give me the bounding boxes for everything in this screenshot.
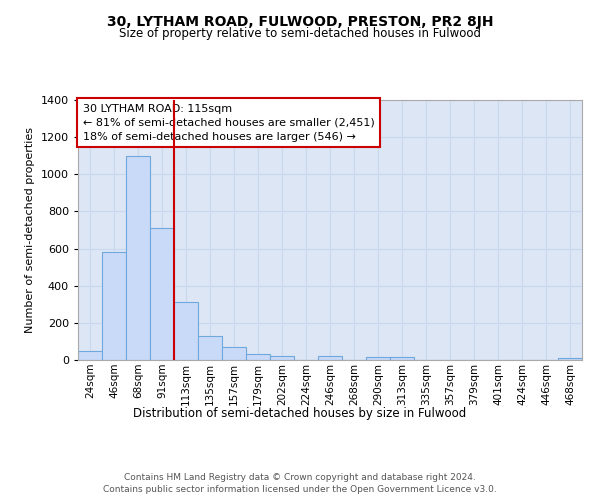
Text: Size of property relative to semi-detached houses in Fulwood: Size of property relative to semi-detach… [119, 28, 481, 40]
Text: Distribution of semi-detached houses by size in Fulwood: Distribution of semi-detached houses by … [133, 408, 467, 420]
Bar [78, 350, 102, 360]
Bar [318, 356, 342, 360]
Bar [222, 347, 246, 360]
Bar [246, 354, 270, 360]
Bar [198, 336, 222, 360]
Bar [270, 356, 294, 360]
Bar [390, 357, 414, 360]
Bar [126, 156, 150, 360]
Text: 30, LYTHAM ROAD, FULWOOD, PRESTON, PR2 8JH: 30, LYTHAM ROAD, FULWOOD, PRESTON, PR2 8… [107, 15, 493, 29]
Text: 30 LYTHAM ROAD: 115sqm
← 81% of semi-detached houses are smaller (2,451)
18% of : 30 LYTHAM ROAD: 115sqm ← 81% of semi-det… [83, 104, 375, 142]
Text: Contains public sector information licensed under the Open Government Licence v3: Contains public sector information licen… [103, 485, 497, 494]
Bar [366, 357, 390, 360]
Bar [102, 252, 126, 360]
Y-axis label: Number of semi-detached properties: Number of semi-detached properties [25, 127, 35, 333]
Bar [558, 358, 582, 360]
Text: Contains HM Land Registry data © Crown copyright and database right 2024.: Contains HM Land Registry data © Crown c… [124, 472, 476, 482]
Bar [150, 228, 174, 360]
Bar [174, 302, 198, 360]
